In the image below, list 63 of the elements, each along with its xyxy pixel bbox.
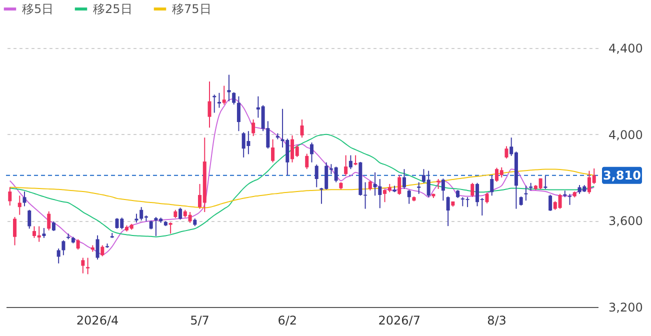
candlestick [222, 85, 226, 106]
legend-label: 移25日 [93, 2, 132, 16]
candlestick [42, 228, 46, 238]
x-tick-label: 2026/4 [76, 314, 119, 328]
candlestick [18, 195, 22, 216]
candlestick [76, 238, 80, 250]
candlestick [305, 153, 309, 170]
candlestick [168, 222, 172, 234]
y-tick-label: 3,200 [608, 300, 643, 314]
candlestick [13, 216, 17, 246]
candlestick [56, 248, 60, 264]
x-tick-label: 8/3 [487, 314, 506, 328]
candlestick [344, 154, 348, 176]
candlestick [271, 138, 275, 163]
candlestick [81, 257, 85, 274]
candlestick [368, 180, 372, 191]
candlestick [544, 175, 548, 190]
candlestick [436, 178, 440, 190]
candlestick [568, 193, 572, 206]
candlestick [232, 92, 236, 106]
candlestick [548, 194, 552, 212]
ref-line-label: 3,810 [603, 168, 641, 182]
line-series [9, 134, 595, 238]
legend-label: 移75日 [172, 2, 212, 16]
candlestick [227, 74, 231, 102]
candlestick [441, 178, 445, 202]
candlestick [178, 207, 182, 220]
candlestick [398, 174, 402, 196]
candlestick [100, 244, 104, 257]
candlestick [86, 257, 90, 275]
candlestick [208, 80, 212, 128]
candlestick [348, 154, 352, 170]
candlestick [407, 190, 411, 204]
legend-label: 移5日 [22, 2, 54, 16]
candlestick [28, 209, 32, 230]
candlestick [47, 210, 51, 231]
candlestick [52, 220, 56, 232]
candlestick [252, 118, 256, 137]
candlestick [519, 196, 523, 206]
candlestick [22, 191, 26, 207]
candlestick [524, 185, 528, 202]
candlestick [446, 196, 450, 227]
x-tick-label: 6/2 [278, 314, 298, 328]
candlestick [8, 186, 12, 206]
candlestick [490, 175, 494, 196]
x-tick-label: 2026/7 [378, 314, 420, 328]
candlestick [417, 182, 421, 194]
candlestick [217, 92, 221, 108]
candlestick [236, 96, 240, 132]
candlestick [504, 146, 508, 160]
y-tick-label: 3,600 [608, 214, 643, 228]
candlestick [300, 118, 304, 138]
x-tick-label: 5/7 [190, 314, 210, 328]
candlestick [62, 240, 66, 256]
candlestick [314, 164, 318, 188]
candlestick [485, 192, 489, 204]
candlestick [402, 168, 406, 190]
candlestick [96, 234, 100, 260]
y-tick-label: 4,400 [608, 42, 643, 56]
y-tick-label: 4,000 [608, 128, 643, 142]
candlestick [354, 154, 358, 166]
candlestick [470, 182, 474, 198]
candlestick [310, 142, 314, 163]
